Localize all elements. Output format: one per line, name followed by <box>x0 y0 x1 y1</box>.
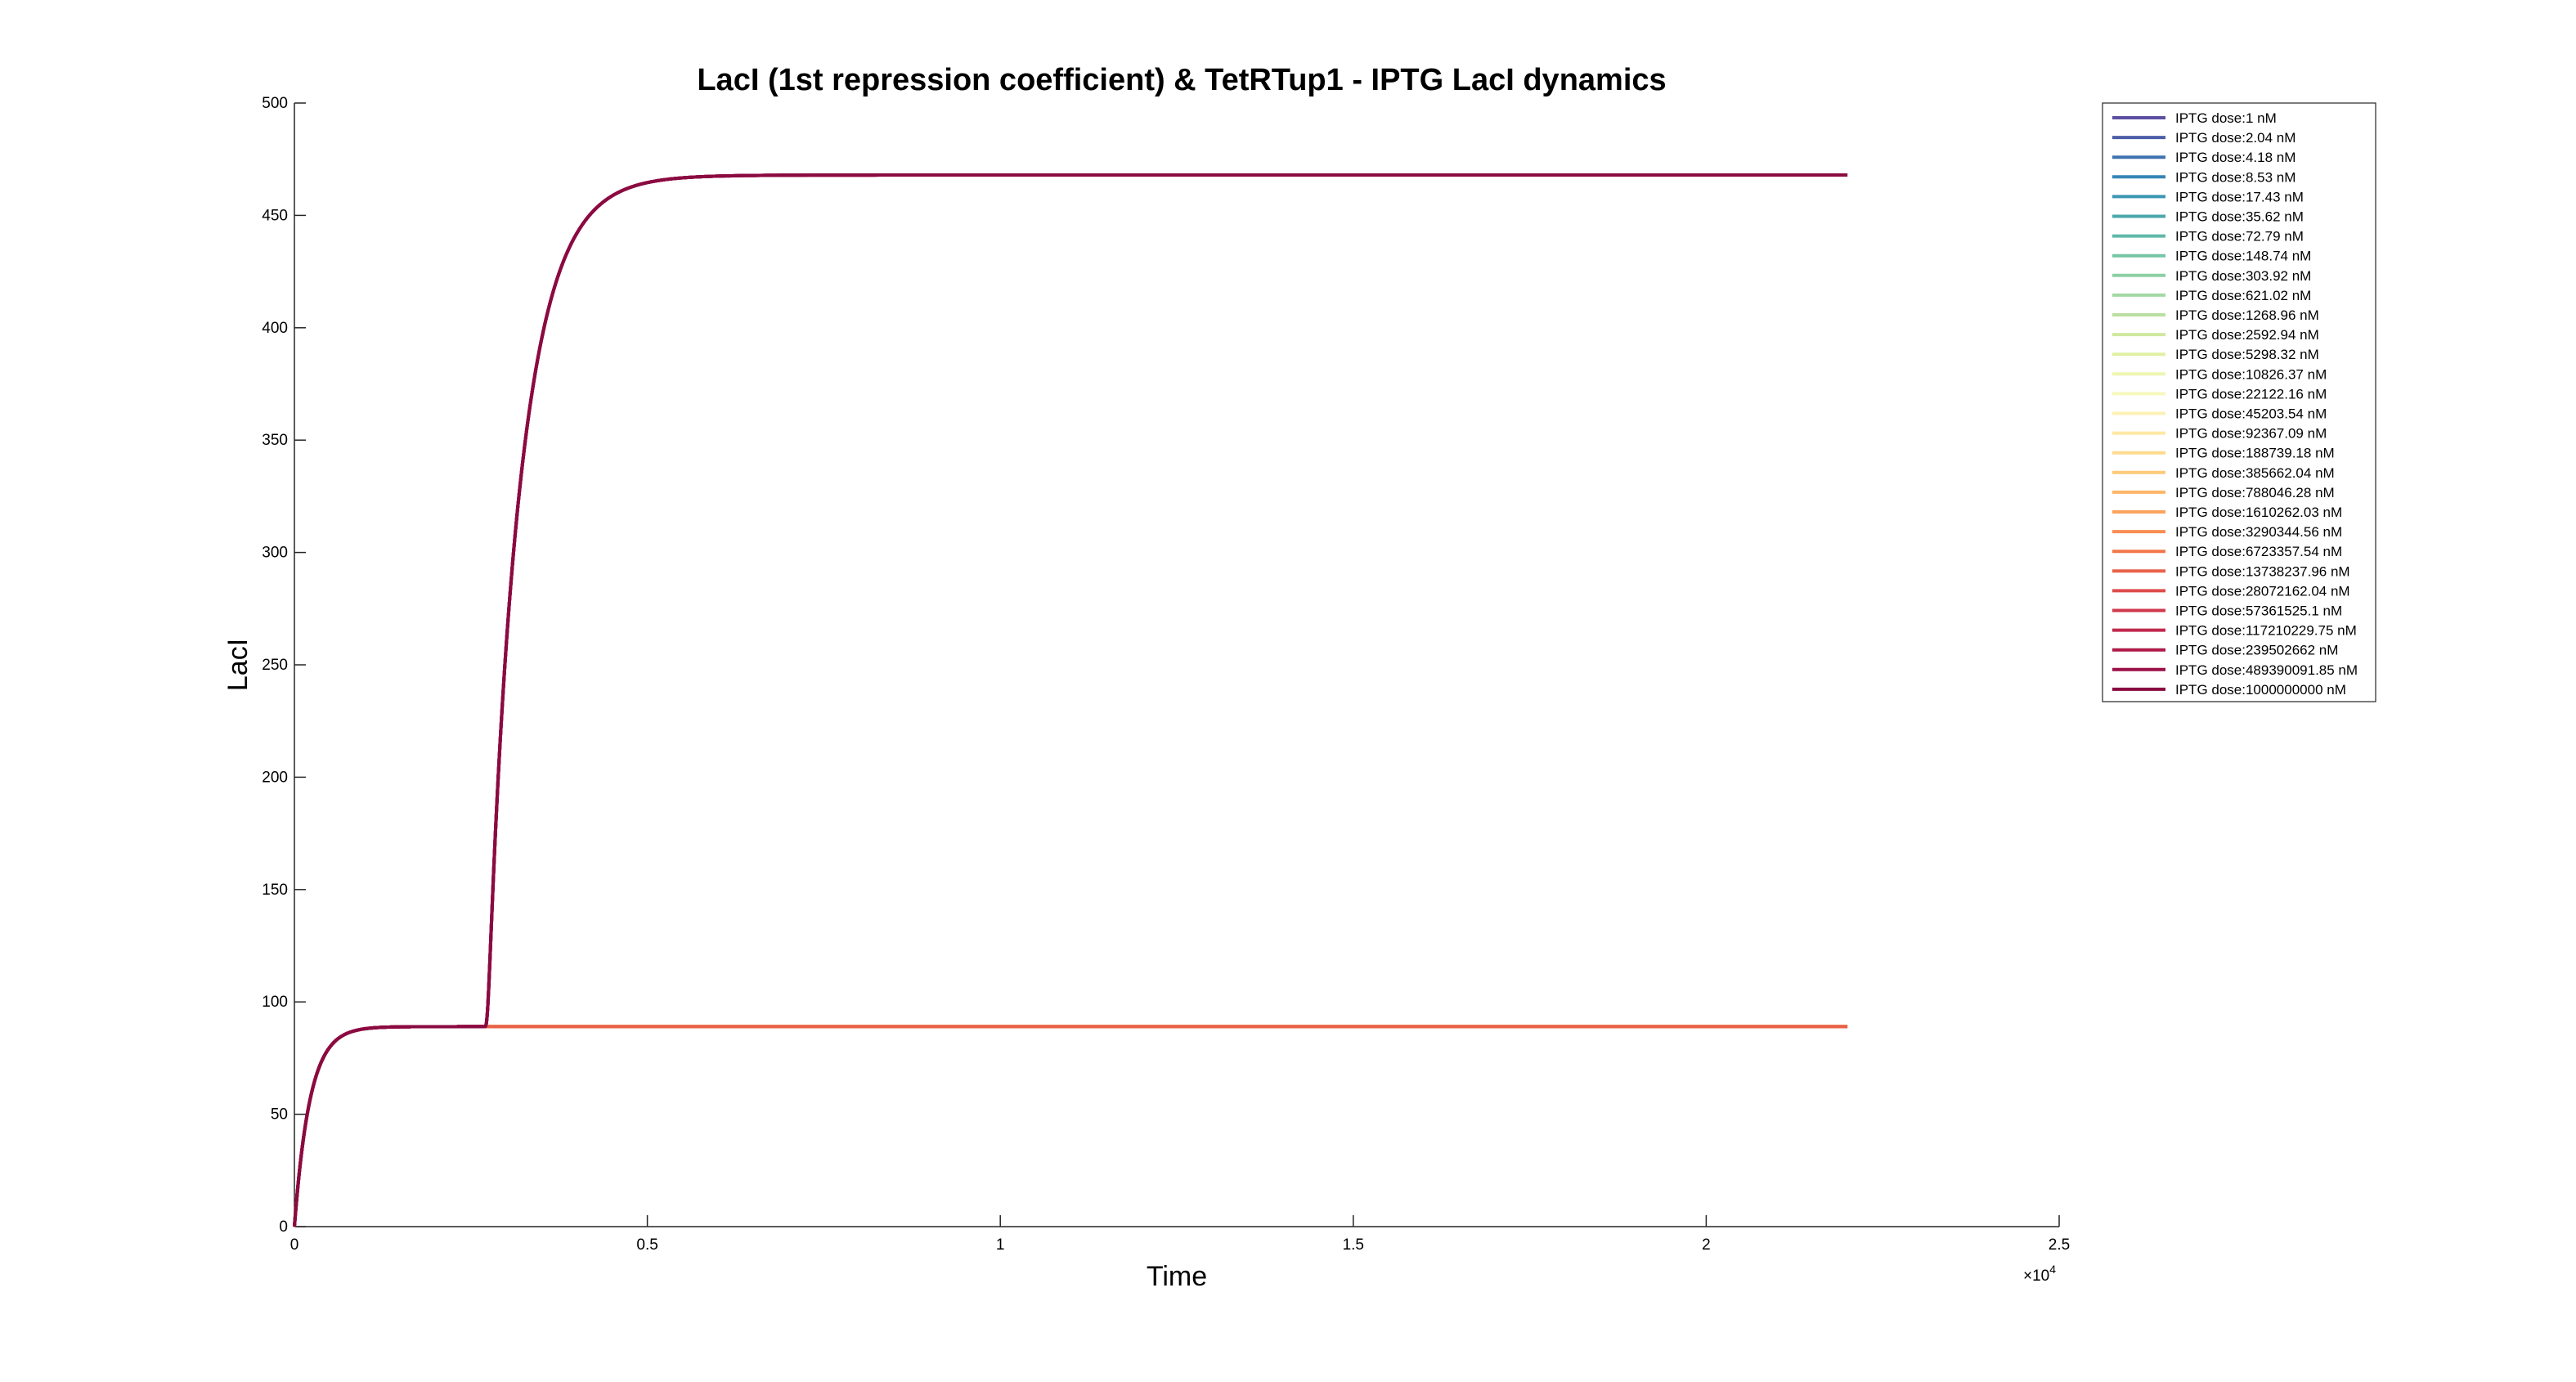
legend: IPTG dose:1 nM IPTG dose:2.04 nM IPTG dose… <box>2102 102 2376 702</box>
series-line-13 <box>293 1025 1848 1227</box>
y-tick-label: 0 <box>279 1218 288 1236</box>
y-ticks: 0 50 100 150 200 250 300 350 400 450 500 <box>262 95 306 1236</box>
legend-box <box>2102 102 2376 702</box>
legend-entry-label: IPTG dose:35.62 nM <box>2175 209 2304 225</box>
y-tick-label: 200 <box>262 769 288 786</box>
series-line-17 <box>293 1025 1848 1227</box>
x-tick-label: 2.5 <box>2049 1236 2070 1254</box>
legend-entry-label: IPTG dose:10826.37 nM <box>2175 366 2327 382</box>
series-line-27 <box>293 173 1848 1227</box>
legend-entry-label: IPTG dose:28072162.04 nM <box>2175 583 2350 599</box>
legend-entry-label: IPTG dose:22122.16 nM <box>2175 386 2327 402</box>
legend-entry-label: IPTG dose:17.43 nM <box>2175 189 2304 204</box>
series-line-8 <box>293 1025 1848 1227</box>
series-line-26 <box>293 173 1848 1227</box>
y-tick-label: 100 <box>262 994 288 1011</box>
y-axis-label: LacI <box>222 639 254 691</box>
x-ticks: 0 0.5 1 1.5 2 2.5 <box>290 1215 2070 1254</box>
legend-entry-label: IPTG dose:72.79 nM <box>2175 229 2304 245</box>
legend-entry-label: IPTG dose:2.04 nM <box>2175 130 2296 146</box>
series-lines <box>293 173 1848 1227</box>
series-line-25 <box>293 173 1848 1227</box>
legend-entry-label: IPTG dose:45203.54 nM <box>2175 406 2327 422</box>
series-line-15 <box>293 1025 1848 1227</box>
x-exponent-base: ×10 <box>2023 1268 2049 1285</box>
legend-entry-label: IPTG dose:2592.94 nM <box>2175 327 2319 343</box>
series-line-14 <box>293 1025 1848 1227</box>
y-tick-label: 400 <box>262 320 288 337</box>
series-line-2 <box>293 1025 1848 1227</box>
x-axis-label: Time <box>1147 1261 1207 1292</box>
legend-entry-label: IPTG dose:3290344.56 nM <box>2175 524 2342 540</box>
series-line-28 <box>293 173 1848 1227</box>
series-line-22 <box>293 1025 1848 1227</box>
legend-entry-label: IPTG dose:57361525.1 nM <box>2175 604 2342 619</box>
series-line-21 <box>293 1025 1848 1227</box>
legend-items: IPTG dose:1 nM IPTG dose:2.04 nM IPTG dose… <box>2112 110 2358 698</box>
series-line-5 <box>293 1025 1848 1227</box>
legend-entry-label: IPTG dose:1 nM <box>2175 110 2277 126</box>
series-line-24 <box>293 173 1848 1227</box>
series-line-23 <box>293 1025 1848 1227</box>
x-tick-label: 0 <box>290 1236 299 1254</box>
x-exponent-power: 4 <box>2049 1263 2056 1276</box>
series-line-9 <box>293 1025 1848 1227</box>
legend-entry-label: IPTG dose:148.74 nM <box>2175 249 2311 264</box>
x-tick-label: 0.5 <box>636 1236 657 1254</box>
series-line-0 <box>293 1025 1848 1227</box>
x-tick-label: 1.5 <box>1343 1236 1364 1254</box>
legend-entry-label: IPTG dose:8.53 nM <box>2175 169 2296 185</box>
x-tick-label: 2 <box>1702 1236 1711 1254</box>
series-line-7 <box>293 1025 1848 1227</box>
legend-entry-label: IPTG dose:489390091.85 nM <box>2175 662 2358 678</box>
series-line-16 <box>293 1025 1848 1227</box>
y-tick-label: 300 <box>262 545 288 562</box>
legend-entry-label: IPTG dose:6723357.54 nM <box>2175 544 2342 559</box>
legend-entry-label: IPTG dose:92367.09 nM <box>2175 426 2327 442</box>
series-line-4 <box>293 1025 1848 1227</box>
y-tick-label: 500 <box>262 95 288 112</box>
plot-area: 0 50 100 150 200 250 300 350 400 450 500 0 0.5 1 1.5 2… <box>262 95 2070 1254</box>
series-line-1 <box>293 1025 1848 1227</box>
y-tick-label: 50 <box>271 1106 288 1124</box>
legend-entry-label: IPTG dose:385662.04 nM <box>2175 465 2335 481</box>
series-line-20 <box>293 1025 1848 1227</box>
legend-entry-label: IPTG dose:239502662 nM <box>2175 643 2338 658</box>
legend-entry-label: IPTG dose:188739.18 nM <box>2175 446 2335 461</box>
legend-entry-label: IPTG dose:621.02 nM <box>2175 288 2311 303</box>
legend-entry-label: IPTG dose:1268.96 nM <box>2175 307 2319 323</box>
series-line-19 <box>293 1025 1848 1227</box>
legend-entry-label: IPTG dose:788046.28 nM <box>2175 485 2335 500</box>
series-line-18 <box>293 1025 1848 1227</box>
chart-title: LacI (1st repression coefficient) & TetR… <box>697 63 1666 97</box>
series-line-29 <box>293 173 1848 1227</box>
legend-entry-label: IPTG dose:1610262.03 nM <box>2175 505 2342 520</box>
series-line-10 <box>293 1025 1848 1227</box>
y-tick-label: 350 <box>262 432 288 449</box>
legend-entry-label: IPTG dose:1000000000 nM <box>2175 682 2346 698</box>
y-tick-label: 250 <box>262 657 288 674</box>
series-line-11 <box>293 1025 1848 1227</box>
x-tick-label: 1 <box>996 1236 1005 1254</box>
series-line-12 <box>293 1025 1848 1227</box>
x-exponent-label: ×104 <box>2023 1263 2056 1285</box>
legend-entry-label: IPTG dose:117210229.75 nM <box>2175 623 2357 639</box>
legend-entry-label: IPTG dose:5298.32 nM <box>2175 347 2319 362</box>
y-tick-label: 450 <box>262 207 288 224</box>
legend-entry-label: IPTG dose:303.92 nM <box>2175 268 2311 284</box>
series-line-3 <box>293 1025 1848 1227</box>
series-line-6 <box>293 1025 1848 1227</box>
legend-entry-label: IPTG dose:13738237.96 nM <box>2175 563 2350 579</box>
y-tick-label: 150 <box>262 882 288 899</box>
legend-entry-label: IPTG dose:4.18 nM <box>2175 150 2296 165</box>
